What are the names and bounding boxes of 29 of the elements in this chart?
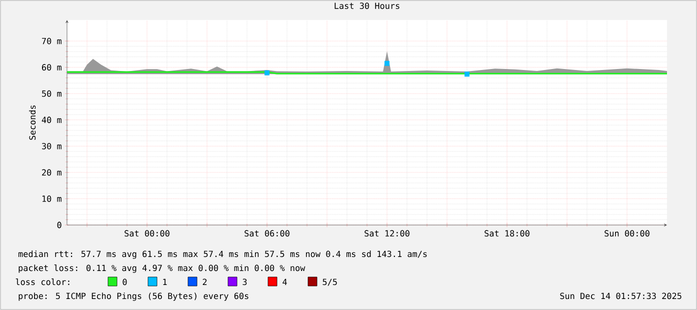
legend-label: 2 — [202, 278, 207, 285]
x-tick-label: Sun 00:00 — [604, 230, 650, 237]
y-tick-label: 70 m — [42, 38, 62, 44]
legend-label: 3 — [242, 278, 247, 286]
point — [264, 70, 270, 76]
legend-title: loss color: — [16, 278, 70, 286]
legend-label: 5/5 — [322, 278, 337, 286]
y-tick-label: 20 m — [42, 169, 62, 176]
x-tick-label: Sat 18:00 — [484, 230, 530, 237]
legend-label: 1 — [163, 278, 167, 285]
chart-title: Last 30 Hours — [334, 2, 400, 10]
point — [384, 60, 390, 66]
legend-label: 4 — [282, 278, 287, 285]
x-tick-label: Sat 06:00 — [244, 230, 290, 237]
y-tick-label: 50 m — [42, 90, 62, 97]
y-tick-label: 60 m — [42, 64, 62, 71]
y-axis-title: Seconds — [29, 105, 36, 140]
x-tick-label: Sat 12:00 — [364, 230, 410, 237]
point — [464, 72, 470, 77]
y-tick-label: 0 — [57, 222, 62, 228]
text: median rtt: 57.7 ms avg 61.5 ms max 57.4 ms min 57.5 ms now 0.4 ms sd 143.1 am/s — [18, 250, 427, 259]
text: packet loss: 0.11 % avg 4.97 % max 0.00 % min 0.00 % now — [18, 264, 306, 273]
text: Sun Dec 14 01:57:33 2025 — [560, 292, 682, 300]
y-tick-label: 40 m — [42, 116, 62, 124]
y-tick-label: 30 m — [42, 142, 62, 150]
legend-label: 0 — [122, 278, 127, 286]
y-tick-label: 10 m — [42, 196, 62, 202]
text: probe: 5 ICMP Echo Pings (56 Bytes) every 60s — [18, 292, 248, 301]
x-tick-label: Sat 00:00 — [124, 230, 170, 237]
